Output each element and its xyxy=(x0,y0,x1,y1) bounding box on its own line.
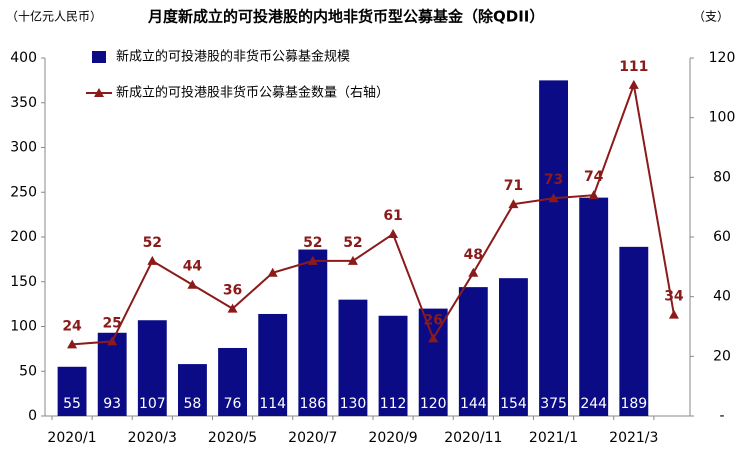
y-tick-label: 300 xyxy=(10,140,37,156)
line-marker xyxy=(628,79,639,89)
bar-value-label: 114 xyxy=(259,396,286,412)
line-value-label: 73 xyxy=(544,172,563,188)
bar xyxy=(539,80,569,416)
line-marker xyxy=(668,309,679,319)
bar xyxy=(177,364,207,416)
bar xyxy=(579,197,609,416)
line-marker xyxy=(107,336,118,346)
line xyxy=(71,80,675,346)
line-marker xyxy=(468,267,479,277)
y2-tick-label: - xyxy=(719,408,724,424)
chart-title: 月度新成立的可投港股的内地非货币型公募基金（除QDII） xyxy=(147,8,544,26)
bar xyxy=(619,246,649,416)
line-value-label: 61 xyxy=(383,208,402,224)
bar xyxy=(137,320,167,416)
bar-value-label: 189 xyxy=(620,396,647,412)
line-marker xyxy=(307,255,318,265)
y2-tick-label: 120 xyxy=(709,50,736,66)
line-value-label: 36 xyxy=(223,283,242,299)
y-tick-label: 200 xyxy=(10,229,37,245)
bar-value-label: 144 xyxy=(460,396,487,412)
line-marker xyxy=(428,333,439,343)
y2-tick-label: 60 xyxy=(713,229,731,245)
line-marker xyxy=(67,339,78,349)
line-marker xyxy=(588,190,599,200)
line-marker xyxy=(187,279,198,289)
bar xyxy=(458,287,488,416)
bar-value-label: 107 xyxy=(139,396,166,412)
y-tick-label: 100 xyxy=(10,319,37,335)
line-marker xyxy=(508,199,519,209)
y-tick-label: 250 xyxy=(10,184,37,200)
line-value-label: 52 xyxy=(303,235,322,251)
bar xyxy=(418,308,448,416)
legend-label: 新成立的可投港股的非货币公募基金规模 xyxy=(116,49,350,65)
line-value-label: 44 xyxy=(183,259,203,275)
line-marker xyxy=(147,255,158,265)
legend-marker xyxy=(94,88,104,97)
line-marker xyxy=(227,303,238,313)
y-tick-label: 0 xyxy=(28,408,37,424)
bar xyxy=(498,278,528,416)
bar-value-label: 112 xyxy=(380,396,407,412)
bar xyxy=(97,332,127,416)
bar-value-label: 130 xyxy=(340,396,367,412)
x-tick-label: 2021/3 xyxy=(609,430,658,446)
x-tick-label: 2020/7 xyxy=(288,430,337,446)
bar-value-label: 58 xyxy=(184,396,202,412)
line-marker xyxy=(548,193,559,203)
line-marker xyxy=(347,255,358,265)
y2-tick-label: 100 xyxy=(709,110,736,126)
bar-value-label: 244 xyxy=(580,396,607,412)
y2-tick-label: 80 xyxy=(713,169,731,185)
line-value-label: 34 xyxy=(664,289,684,305)
x-tick-label: 2020/5 xyxy=(208,430,257,446)
line-value-label: 24 xyxy=(62,318,82,334)
bar xyxy=(378,315,408,416)
bar-value-label: 154 xyxy=(500,396,527,412)
bar-value-label: 120 xyxy=(420,396,447,412)
bar xyxy=(338,299,368,416)
line-value-label: 52 xyxy=(343,235,362,251)
x-tick-label: 2020/1 xyxy=(47,430,96,446)
line-marker xyxy=(267,267,278,277)
bar-value-label: 76 xyxy=(224,396,242,412)
bar xyxy=(218,347,248,416)
line-value-label: 74 xyxy=(584,169,604,185)
y-tick-label: 50 xyxy=(19,363,37,379)
line-marker xyxy=(388,229,399,239)
bar-value-label: 375 xyxy=(540,396,567,412)
bar xyxy=(298,249,328,416)
bar-value-label: 186 xyxy=(299,396,326,412)
y-tick-label: 150 xyxy=(10,274,37,290)
legend-swatch xyxy=(92,51,106,63)
bar-value-label: 93 xyxy=(103,396,121,412)
y2-tick-label: 20 xyxy=(713,348,731,364)
y-axis-label: （十亿元人民币） xyxy=(6,9,102,24)
y-tick-label: 400 xyxy=(10,50,37,66)
line-value-label: 26 xyxy=(423,312,442,328)
y2-tick-label: 40 xyxy=(713,289,731,305)
line-value-label: 111 xyxy=(619,59,648,75)
line-value-label: 71 xyxy=(504,178,523,194)
legend-label: 新成立的可投港股非货币公募基金数量（右轴） xyxy=(116,85,389,101)
bar xyxy=(57,366,87,416)
line-value-label: 48 xyxy=(464,247,483,263)
x-tick-label: 2020/9 xyxy=(368,430,417,446)
line-value-label: 52 xyxy=(143,235,162,251)
y2-axis-label: （支） xyxy=(693,10,729,24)
bar xyxy=(258,313,288,416)
y-tick-label: 350 xyxy=(10,95,37,111)
line-value-label: 25 xyxy=(102,315,121,331)
x-tick-label: 2021/1 xyxy=(529,430,578,446)
x-tick-label: 2020/3 xyxy=(128,430,177,446)
bar-value-label: 55 xyxy=(63,396,81,412)
x-tick-label: 2020/11 xyxy=(444,430,502,446)
